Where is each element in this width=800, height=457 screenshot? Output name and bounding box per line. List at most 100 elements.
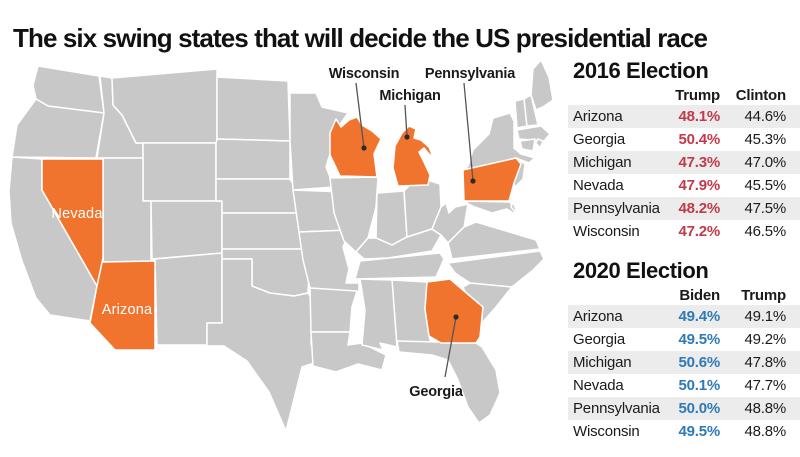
state-maryland — [463, 200, 517, 216]
row-state: Georgia — [573, 131, 625, 148]
state-north-carolina — [447, 250, 545, 288]
row-winner-value: 49.4% — [678, 308, 720, 325]
state-kansas — [221, 212, 306, 250]
row-winner-value: 49.5% — [678, 423, 720, 440]
row-winner-value: 50.1% — [678, 377, 720, 394]
map-labels: Wisconsin Michigan Pennsylvania Georgia … — [51, 66, 516, 400]
table-row: Nevada 47.9% 45.5% — [568, 174, 800, 197]
table-row: Nevada 50.1% 47.7% — [568, 374, 800, 397]
state-south-dakota — [215, 138, 291, 180]
state-georgia — [424, 278, 484, 344]
row-loser-value: 46.5% — [744, 223, 786, 240]
row-loser-value: 49.1% — [744, 308, 786, 325]
georgia-label: Georgia — [409, 384, 464, 400]
election-2016-title: 2016 Election — [573, 58, 709, 83]
row-state: Michigan — [573, 154, 632, 171]
table-row: Pennsylvania 50.0% 48.8% — [568, 397, 800, 420]
state-tennessee — [354, 252, 445, 280]
state-nebraska — [215, 178, 301, 214]
table-row: Georgia 49.5% 49.2% — [568, 328, 800, 351]
header-candidate-1: Trump — [675, 86, 720, 104]
row-winner-value: 47.9% — [678, 177, 720, 194]
state-massachusetts — [516, 125, 551, 142]
row-loser-value: 47.7% — [744, 377, 786, 394]
state-colorado — [150, 200, 223, 260]
arizona-label: Arizona — [102, 302, 153, 318]
row-state: Arizona — [573, 108, 623, 125]
michigan-label: Michigan — [379, 88, 440, 104]
state-florida — [396, 340, 501, 424]
row-winner-value: 49.5% — [678, 331, 720, 348]
row-winner-value: 47.3% — [678, 154, 720, 171]
state-louisiana — [310, 331, 387, 373]
row-loser-value: 45.5% — [744, 177, 786, 194]
table-row: Wisconsin 47.2% 46.5% — [568, 220, 800, 243]
state-michigan — [392, 125, 434, 187]
us-swing-states-map: Wisconsin Michigan Pennsylvania Georgia … — [0, 55, 565, 457]
state-north-dakota — [216, 76, 291, 142]
state-connecticut — [519, 138, 536, 152]
header-candidate-1: Biden — [679, 286, 720, 304]
row-state: Wisconsin — [573, 423, 640, 440]
election-2016-rows: Arizona 48.1% 44.6% Georgia 50.4% 45.3% … — [568, 105, 800, 243]
state-pennsylvania — [462, 157, 522, 202]
row-winner-value: 50.0% — [678, 400, 720, 417]
row-state: Pennsylvania — [573, 200, 660, 217]
header-candidate-2: Trump — [741, 286, 786, 304]
state-maine — [530, 59, 554, 111]
row-loser-value: 49.2% — [744, 331, 786, 348]
page-title: The six swing states that will decide th… — [13, 23, 708, 54]
election-2020-header-row: Biden Trump — [568, 285, 800, 305]
election-2020-table: 2020 Election Biden Trump Arizona 49.4% … — [568, 259, 800, 443]
pennsylvania-callout-line — [463, 82, 474, 182]
row-loser-value: 44.6% — [744, 108, 786, 125]
election-2020-rows: Arizona 49.4% 49.1% Georgia 49.5% 49.2% … — [568, 305, 800, 443]
state-delaware — [510, 201, 519, 216]
election-2016-header-row: Trump Clinton — [568, 85, 800, 105]
table-row: Arizona 49.4% 49.1% — [568, 305, 800, 328]
state-new-hampshire — [523, 94, 539, 127]
table-row: Michigan 47.3% 47.0% — [568, 151, 800, 174]
georgia-callout-line — [444, 316, 457, 378]
row-loser-value: 47.0% — [744, 154, 786, 171]
us-states — [8, 59, 554, 432]
row-state: Arizona — [573, 308, 623, 325]
row-winner-value: 50.4% — [678, 131, 720, 148]
table-row: Pennsylvania 48.2% 47.5% — [568, 197, 800, 220]
callout-lines — [355, 82, 476, 378]
state-wisconsin — [329, 116, 382, 178]
table-row: Arizona 48.1% 44.6% — [568, 105, 800, 128]
michigan-callout-dot — [404, 134, 410, 140]
wisconsin-label: Wisconsin — [329, 66, 400, 82]
state-oregon — [11, 98, 105, 159]
wisconsin-callout-line — [355, 82, 365, 149]
wisconsin-callout-dot — [361, 145, 367, 151]
row-winner-value: 48.2% — [678, 200, 720, 217]
row-loser-value: 48.8% — [744, 400, 786, 417]
pennsylvania-callout-dot — [470, 178, 476, 184]
table-row: Michigan 50.6% 47.8% — [568, 351, 800, 374]
row-loser-value: 45.3% — [744, 131, 786, 148]
row-winner-value: 48.1% — [678, 108, 720, 125]
state-arkansas — [309, 287, 358, 333]
header-candidate-2: Clinton — [735, 86, 786, 104]
state-wyoming — [142, 142, 217, 202]
state-montana — [111, 68, 218, 144]
row-state: Michigan — [573, 354, 632, 371]
us-map-svg: Wisconsin Michigan Pennsylvania Georgia … — [8, 59, 554, 432]
row-state: Nevada — [573, 377, 624, 394]
row-state: Georgia — [573, 331, 625, 348]
election-2020-title: 2020 Election — [573, 258, 709, 283]
state-west-virginia — [431, 202, 469, 244]
state-arizona — [89, 257, 156, 351]
row-loser-value: 47.5% — [744, 200, 786, 217]
state-virginia — [447, 221, 541, 260]
row-state: Pennsylvania — [573, 400, 660, 417]
state-indiana — [375, 190, 408, 246]
table-row: Georgia 50.4% 45.3% — [568, 128, 800, 151]
row-winner-value: 50.6% — [678, 354, 720, 371]
nevada-label: Nevada — [51, 206, 103, 222]
row-loser-value: 48.8% — [744, 423, 786, 440]
row-state: Nevada — [573, 177, 624, 194]
row-state: Wisconsin — [573, 223, 640, 240]
